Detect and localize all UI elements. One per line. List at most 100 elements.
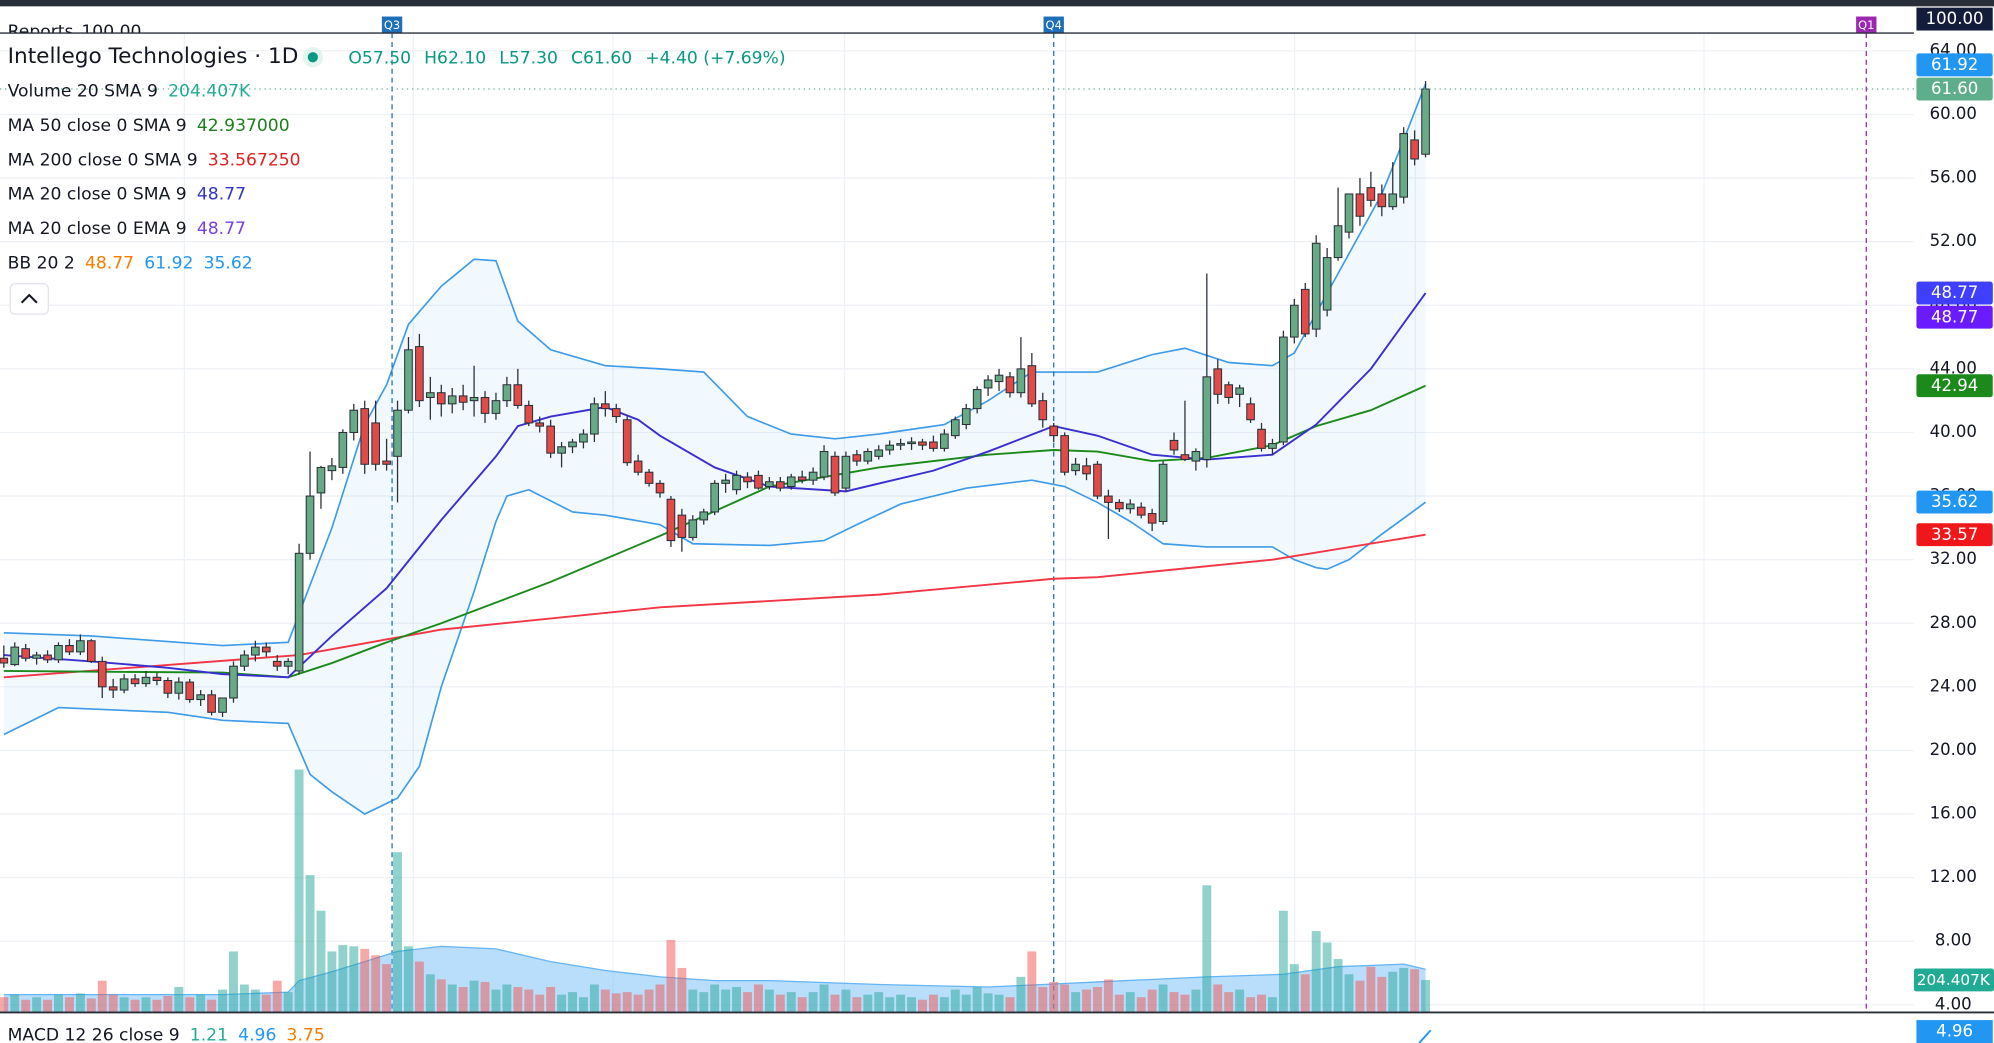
volume-bar <box>1300 974 1310 1013</box>
candle-body <box>338 431 348 468</box>
ohlc-open: O57.50 <box>348 49 411 69</box>
candle-body <box>1147 513 1157 524</box>
candle-body <box>929 441 938 449</box>
price-badge-text: 61.60 <box>1931 79 1978 98</box>
volume-bar <box>10 994 20 1013</box>
volume-bar <box>43 999 53 1013</box>
candle-body <box>852 454 862 462</box>
candle-body <box>283 660 293 667</box>
volume-badge <box>1913 968 1994 992</box>
candle-body <box>907 441 916 445</box>
candle-body <box>622 419 632 464</box>
volume-bar <box>250 989 260 1013</box>
indicator-value: 48.77 <box>85 253 134 273</box>
candle-body <box>710 482 720 513</box>
volume-bar <box>1180 994 1190 1013</box>
indicator-value: 33.567250 <box>208 150 301 170</box>
indicator-value: 42.937000 <box>197 116 290 136</box>
volume-bar <box>1060 984 1070 1013</box>
volume-bar <box>939 997 949 1013</box>
indicator-row: BB 20 2 48.77 61.92 35.62 <box>8 253 253 273</box>
volume-bar <box>589 984 599 1013</box>
volume-bar <box>1071 992 1081 1013</box>
indicator-name: MA 200 close 0 SMA 9 <box>8 150 198 170</box>
volume-bar <box>1289 964 1299 1013</box>
candle-body <box>458 395 468 403</box>
price-badge-text: 35.62 <box>1931 492 1978 511</box>
volume-bar <box>261 994 271 1013</box>
candle-body <box>1125 503 1135 510</box>
candle-body <box>1071 463 1080 472</box>
price-badge <box>1916 281 1993 305</box>
volume-bar <box>513 987 523 1013</box>
candle-body <box>371 422 380 465</box>
indicator-value: 61.92 <box>144 253 193 273</box>
candle-body <box>436 392 446 405</box>
volume-bar <box>1224 992 1234 1013</box>
candle-body <box>896 443 905 446</box>
indicator-row: MA 50 close 0 SMA 9 42.937000 <box>8 116 290 136</box>
volume-bar <box>655 984 665 1013</box>
candle-body <box>1115 501 1124 510</box>
indicator-value: 48.77 <box>197 185 246 205</box>
candle-body <box>1246 403 1255 421</box>
candle-body <box>261 646 271 653</box>
y-tick-label: 24.00 <box>1930 676 1977 695</box>
volume-bar <box>918 999 927 1013</box>
volume-bar <box>119 997 129 1013</box>
y-tick-label: 20.00 <box>1930 740 1977 759</box>
volume-bar <box>819 984 829 1013</box>
candle-body <box>1377 193 1387 208</box>
ohlc-low: L57.30 <box>499 49 558 69</box>
indicator-value: 204.407K <box>168 82 251 102</box>
macd-line-stub <box>1418 1029 1432 1043</box>
volume-bar <box>808 992 818 1013</box>
volume-bar <box>97 980 107 1013</box>
volume-bar <box>863 994 873 1013</box>
volume-bar <box>688 989 698 1013</box>
candle-body <box>240 654 249 667</box>
candle-body <box>1158 463 1168 523</box>
volume-bar <box>305 875 315 1013</box>
time-grid <box>183 33 1705 1013</box>
volume-bar <box>994 994 1004 1013</box>
indicator-name: MA 50 close 0 SMA 9 <box>8 116 187 136</box>
volume-bar <box>360 948 370 1013</box>
volume-bar <box>1147 989 1157 1013</box>
candle-body <box>65 645 74 653</box>
collapse-button[interactable] <box>9 283 49 315</box>
volume-bar <box>841 989 851 1013</box>
y-tick-label: 28.00 <box>1930 613 1977 632</box>
volume-bar <box>491 989 501 1013</box>
candle-body <box>699 511 709 521</box>
candle-body <box>677 514 687 538</box>
candle-body <box>1399 133 1409 198</box>
candle-body <box>743 476 752 483</box>
candle-body <box>316 466 326 494</box>
volume-bar <box>425 974 435 1013</box>
macd-value: 4.96 <box>238 1025 276 1043</box>
candle-body <box>502 384 512 402</box>
volume-bar <box>1191 989 1201 1013</box>
candle-body <box>1016 368 1026 394</box>
candle-body <box>327 465 337 472</box>
volume-bar <box>349 946 359 1013</box>
ohlc-high: H62.10 <box>424 49 486 69</box>
y-tick-label: 40.00 <box>1930 422 1977 441</box>
top-bar <box>0 0 1994 7</box>
candle-body <box>404 349 413 411</box>
indicator-value: 48.77 <box>197 219 246 239</box>
candle-body <box>251 646 260 656</box>
candle-body <box>513 384 523 406</box>
candle-body <box>480 396 490 414</box>
volume-bar <box>677 967 687 1013</box>
volume-bar <box>622 992 632 1013</box>
macd-badge-text: 4.96 <box>1936 1022 1973 1041</box>
overlay: 4.008.0012.0016.0020.0024.0028.0032.0036… <box>381 16 1994 1013</box>
candle-body <box>1202 376 1212 461</box>
candle-body <box>1333 225 1343 259</box>
candle-body <box>207 694 216 713</box>
candle-body <box>1005 376 1015 394</box>
candle-body <box>1180 454 1190 461</box>
